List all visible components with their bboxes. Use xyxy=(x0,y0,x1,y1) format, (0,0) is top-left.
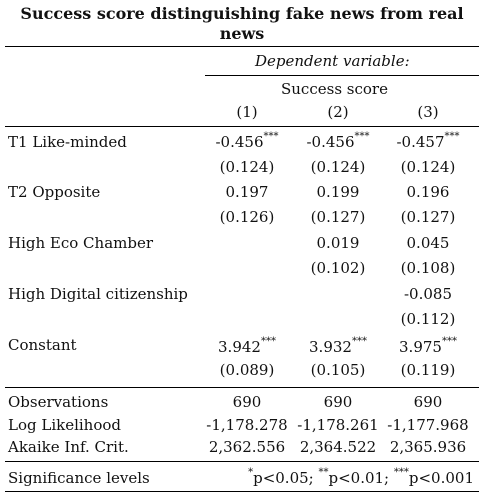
row-label: T2 Opposite xyxy=(8,183,101,201)
standard-error-cell: (0.102) xyxy=(310,259,366,277)
row-label: High Digital citizenship xyxy=(8,285,188,303)
stat-value: 2,364.522 xyxy=(299,438,377,456)
coefficient-cell: 3.975*** xyxy=(399,336,457,357)
standard-error-cell: (0.112) xyxy=(400,310,456,328)
significance-label: Significance levels xyxy=(8,469,150,487)
stat-label: Log Likelihood xyxy=(8,416,122,434)
column-header-2: (2) xyxy=(327,103,349,121)
standard-error-cell: (0.127) xyxy=(310,208,366,226)
significance-levels-note: *p<0.05; **p<0.01; ***p<0.001 xyxy=(248,467,474,488)
row-label: High Eco Chamber xyxy=(8,234,154,252)
row-label: T1 Like-minded xyxy=(8,133,127,151)
coefficient-cell: -0.085 xyxy=(403,285,452,303)
stat-value: -1,178.261 xyxy=(297,416,379,434)
dependent-variable-caption: Dependent variable: xyxy=(255,52,410,70)
standard-error-cell: (0.124) xyxy=(219,158,275,176)
stat-value: -1,178.278 xyxy=(206,416,288,434)
standard-error-cell: (0.108) xyxy=(400,259,456,277)
coefficient-cell: -0.457*** xyxy=(396,131,460,152)
standard-error-cell: (0.127) xyxy=(400,208,456,226)
column-header-3: (3) xyxy=(417,103,439,121)
coefficient-cell: 0.199 xyxy=(316,183,360,201)
coefficient-cell: 0.196 xyxy=(406,183,450,201)
coefficient-cell: 3.942*** xyxy=(218,336,276,357)
standard-error-cell: (0.124) xyxy=(310,158,366,176)
stat-value: 690 xyxy=(232,393,262,411)
dependent-variable-name: Success score xyxy=(281,80,388,98)
standard-error-cell: (0.124) xyxy=(400,158,456,176)
standard-error-cell: (0.126) xyxy=(219,208,275,226)
stat-value: 2,365.936 xyxy=(389,438,467,456)
dependent-variable-rule xyxy=(205,75,479,76)
stat-label: Akaike Inf. Crit. xyxy=(8,438,129,456)
coefficient-cell: 0.019 xyxy=(316,234,360,252)
column-header-1: (1) xyxy=(236,103,258,121)
stat-value: 690 xyxy=(413,393,443,411)
coefficient-cell: -0.456*** xyxy=(215,131,279,152)
standard-error-cell: (0.089) xyxy=(219,361,275,379)
row-label: Constant xyxy=(8,336,77,354)
stat-value: -1,177.968 xyxy=(387,416,469,434)
stats-bottom-rule xyxy=(5,461,479,462)
coefficient-cell: 3.932*** xyxy=(309,336,367,357)
standard-error-cell: (0.105) xyxy=(310,361,366,379)
top-rule xyxy=(5,46,479,47)
coefficient-cell: 0.045 xyxy=(406,234,450,252)
table-title: Success score distinguishing fake news f… xyxy=(20,4,464,43)
standard-error-cell: (0.119) xyxy=(400,361,456,379)
stat-value: 690 xyxy=(323,393,353,411)
stat-value: 2,362.556 xyxy=(208,438,286,456)
coefficient-cell: -0.456*** xyxy=(306,131,370,152)
coefficient-cell: 0.197 xyxy=(225,183,269,201)
stat-label: Observations xyxy=(8,393,109,411)
body-bottom-rule xyxy=(5,387,479,388)
header-rule xyxy=(5,126,479,127)
